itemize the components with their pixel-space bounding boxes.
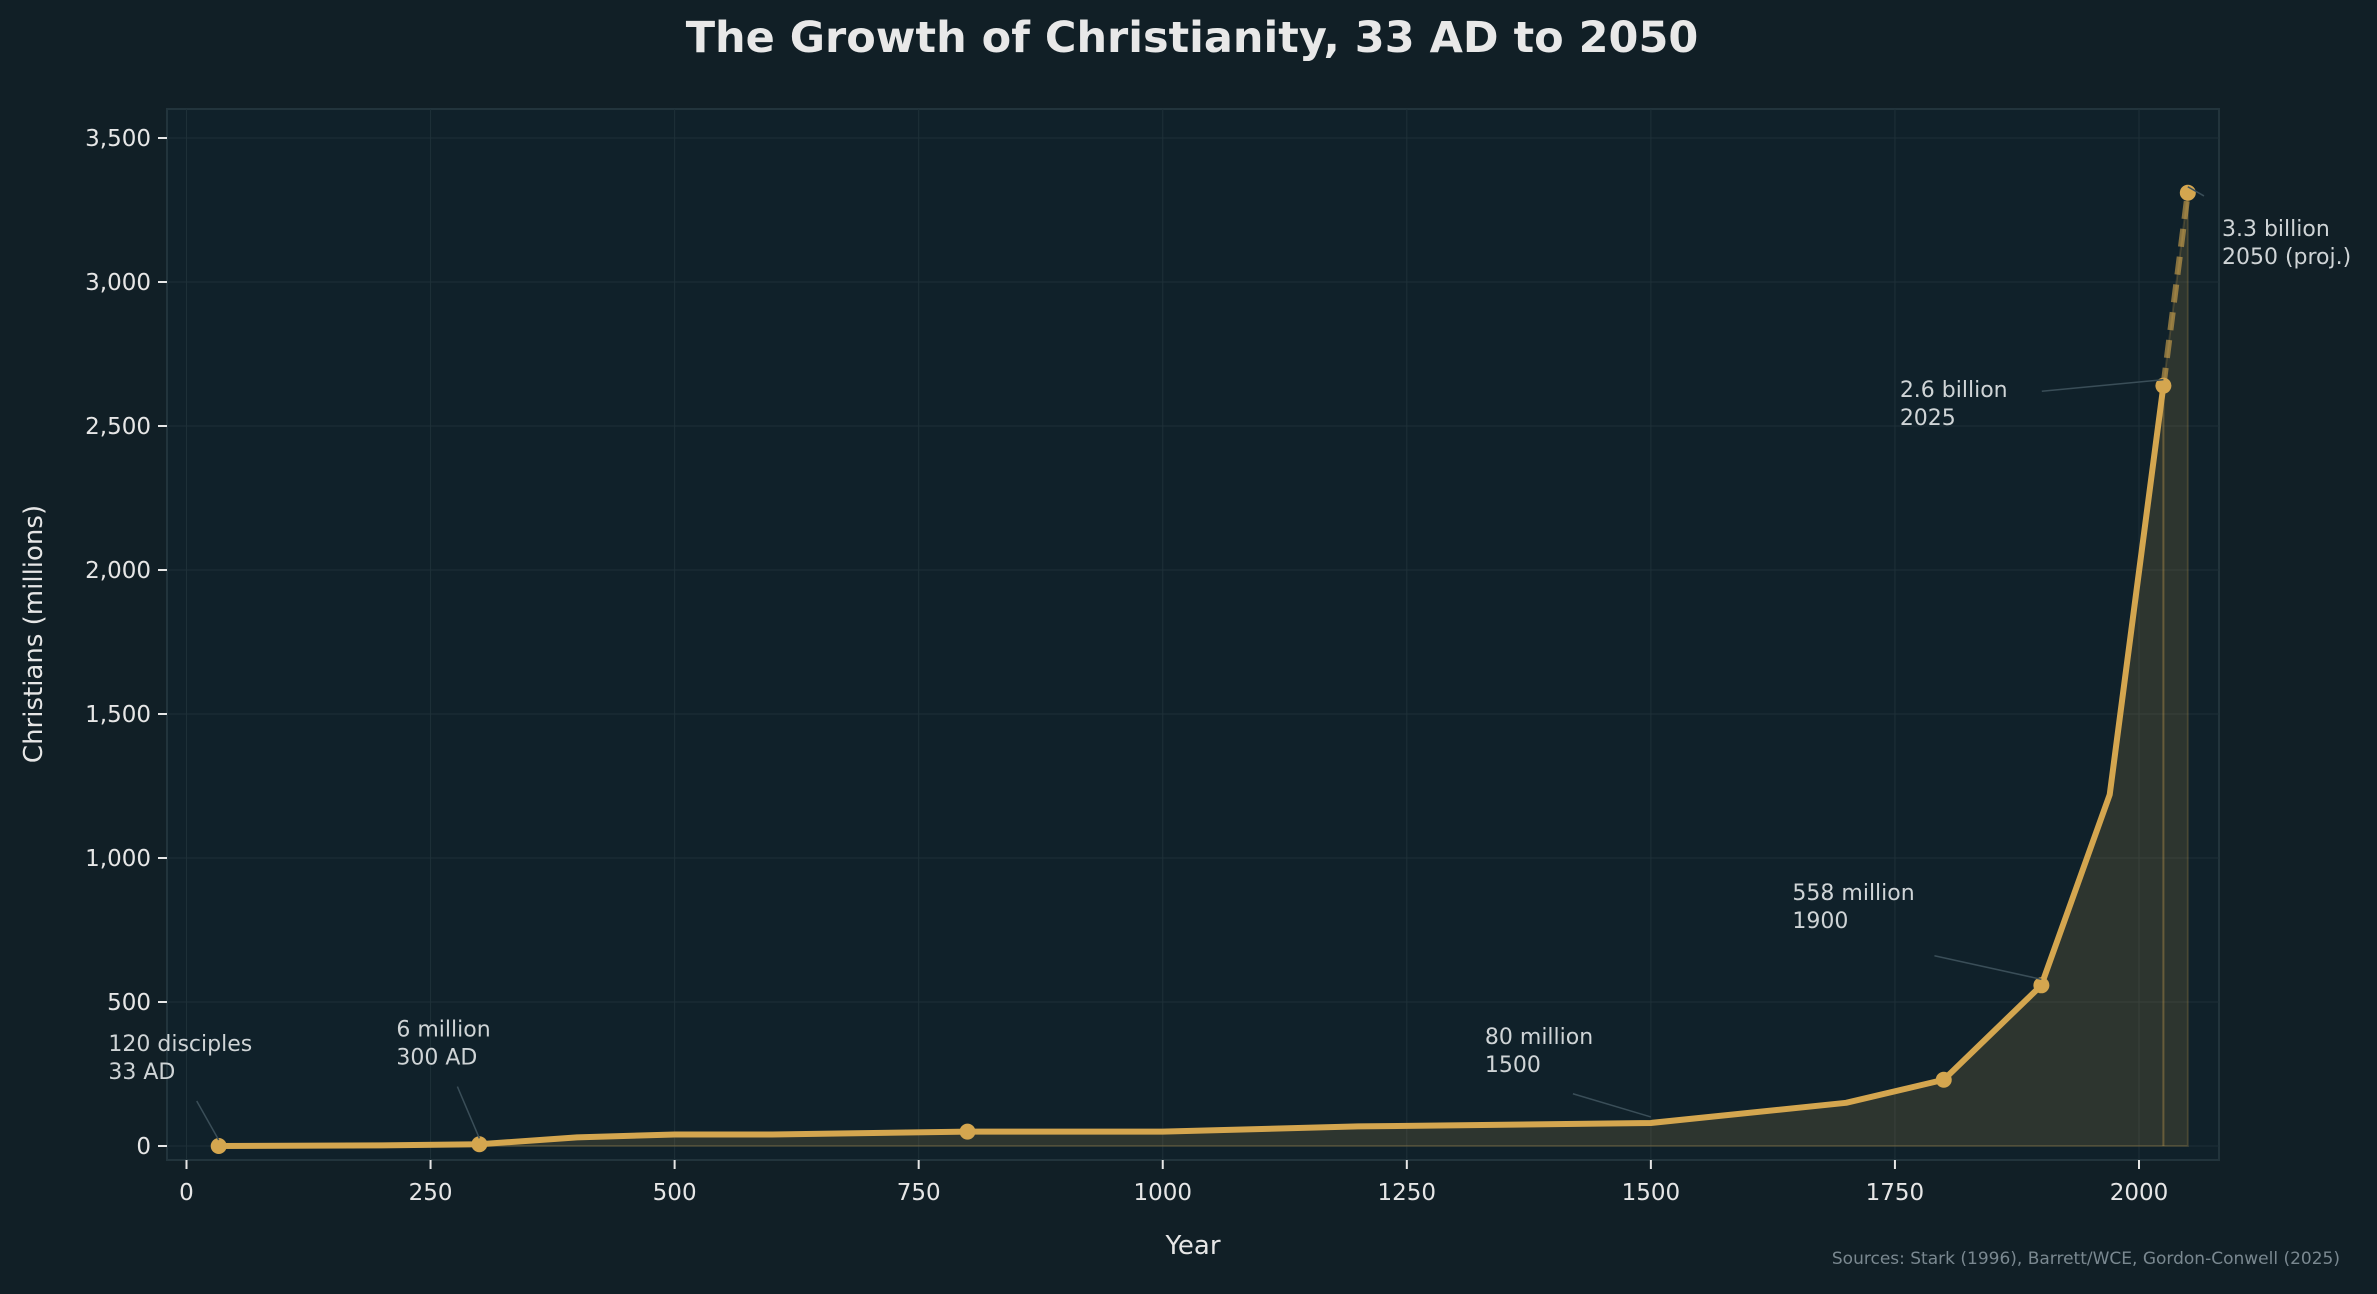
annotation-arrow <box>196 1100 220 1141</box>
series-line-projection <box>2160 192 2191 387</box>
source-note: Sources: Stark (1996), Barrett/WCE, Gord… <box>1832 1249 2340 1269</box>
annotation-label: 120 disciples 33 AD <box>108 1032 252 1085</box>
annotation-arrow <box>1934 955 2042 981</box>
x-tick-label: 1250 <box>1378 1180 1437 1206</box>
x-tick-label: 500 <box>653 1180 697 1206</box>
x-tick-label: 1000 <box>1133 1180 1192 1206</box>
y-tick-label: 500 <box>107 990 151 1016</box>
x-tick-label: 2000 <box>2110 1180 2169 1206</box>
y-tick-label: 1,500 <box>85 702 151 728</box>
y-tick-label: 1,000 <box>85 846 151 872</box>
series-line-historical <box>218 385 2167 1149</box>
plot-area <box>166 108 2220 1161</box>
annotation-label: 558 million 1900 <box>1792 881 1914 934</box>
data-point-marker <box>210 1138 227 1154</box>
data-point-marker <box>1935 1071 1952 1088</box>
annotation-arrow <box>1572 1093 1652 1118</box>
annotation-label: 2.6 billion 2025 <box>1900 378 2008 431</box>
annotation-label: 3.3 billion 2050 (proj.) <box>2222 217 2351 270</box>
y-axis-label: Christians (millions) <box>19 505 49 763</box>
annotation-arrow <box>2041 378 2164 392</box>
data-point-marker <box>959 1123 976 1140</box>
annotation-arrow <box>456 1086 481 1139</box>
y-tick-label: 0 <box>136 1134 151 1160</box>
data-point-marker <box>471 1136 488 1153</box>
annotation-label: 6 million 300 AD <box>396 1018 490 1071</box>
x-tick-label: 250 <box>409 1180 453 1206</box>
y-tick-label: 2,000 <box>85 558 151 584</box>
y-tick-label: 3,500 <box>85 126 151 152</box>
data-point-marker <box>2033 977 2050 994</box>
data-point-marker <box>2155 377 2172 394</box>
y-tick-label: 2,500 <box>85 414 151 440</box>
annotation-arrow <box>2187 186 2205 197</box>
x-tick-label: 1750 <box>1866 1180 1925 1206</box>
x-axis-label: Year <box>1164 1231 1220 1261</box>
x-tick-label: 750 <box>897 1180 941 1206</box>
y-tick-label: 3,000 <box>85 270 151 296</box>
annotation-label: 80 million 1500 <box>1485 1025 1593 1078</box>
x-tick-label: 1500 <box>1622 1180 1681 1206</box>
x-tick-label: 0 <box>179 1180 194 1206</box>
chart-title: The Growth of Christianity, 33 AD to 205… <box>686 13 1699 63</box>
